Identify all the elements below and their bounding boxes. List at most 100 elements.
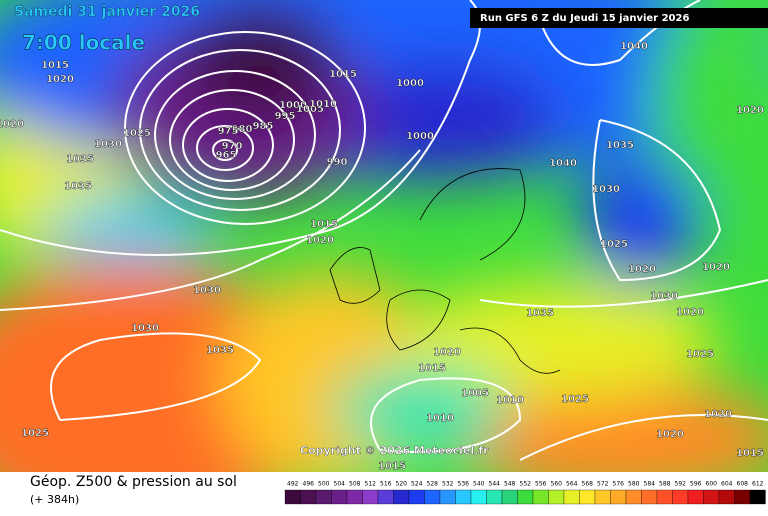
scale-label: 608 (737, 481, 749, 488)
isobar-label: 1025 (600, 239, 628, 250)
isobar-label: 985 (253, 121, 274, 132)
isobar-label: 1030 (94, 139, 122, 150)
isobar-label: 1010 (309, 99, 337, 110)
scale-swatch (749, 489, 766, 505)
scale-swatch (455, 489, 472, 505)
isobar-label: 1020 (46, 74, 74, 85)
isobar-label: 1035 (526, 308, 554, 319)
scale-swatch (718, 489, 735, 505)
forecast-time: 7:00 locale (22, 31, 145, 55)
coastlines (329, 168, 561, 374)
scale-swatch (377, 489, 394, 505)
scale-swatch (687, 489, 704, 505)
scale-label: 556 (535, 481, 547, 488)
scale-swatch (548, 489, 565, 505)
scale-swatch (672, 489, 689, 505)
isobar-label: 1020 (676, 307, 704, 318)
scale-swatch (424, 489, 441, 505)
scale-label: 536 (458, 481, 470, 488)
isobar-label: 1030 (131, 323, 159, 334)
isobar-label: 1020 (433, 347, 461, 358)
scale-label: 528 (427, 481, 439, 488)
scale-label: 492 (287, 481, 299, 488)
isobar-label: 1020 (656, 429, 684, 440)
isobar-label: 1035 (206, 345, 234, 356)
isobar-label: 1015 (418, 363, 446, 374)
scale-swatch (315, 489, 332, 505)
isobar-label: 1035 (66, 154, 94, 165)
scale-swatch (610, 489, 627, 505)
scale-label: 572 (597, 481, 609, 488)
scale-label: 516 (380, 481, 392, 488)
isobar-label: 1005 (461, 388, 489, 399)
scale-label: 496 (303, 481, 315, 488)
scale-label: 580 (628, 481, 640, 488)
isobar-label: 1030 (193, 285, 221, 296)
isobar-label: 1025 (123, 128, 151, 139)
isobar-label: 1015 (329, 69, 357, 80)
scale-swatch (625, 489, 642, 505)
scale-swatch (734, 489, 751, 505)
scale-swatch (703, 489, 720, 505)
isobar-label: 1015 (41, 60, 69, 71)
isobar-label: 1000 (279, 100, 307, 111)
isobar-label: 1025 (561, 394, 589, 405)
isobar-label: 1035 (64, 181, 92, 192)
isobar-label: 1010 (496, 395, 524, 406)
color-scale: 492 496 500 504 508 512 516 520 524 528 532 536 540 5… (284, 481, 766, 505)
scale-label: 604 (721, 481, 733, 488)
isobar-label: 1030 (592, 184, 620, 195)
isobar-label-layer: 1015102010201025103010351035980975970965… (0, 41, 764, 472)
scale-swatch (656, 489, 673, 505)
isobar-label: 1030 (650, 291, 678, 302)
scale-swatch (579, 489, 596, 505)
isobar-label: 1020 (702, 262, 730, 273)
scale-label: 548 (504, 481, 516, 488)
isobars (0, 0, 768, 461)
isobar-label: 1020 (704, 409, 732, 420)
isobar-label: 995 (275, 111, 296, 122)
isobar-label: 1035 (606, 140, 634, 151)
isobar-label: 1040 (549, 158, 577, 169)
scale-label: 568 (582, 481, 594, 488)
scale-label: 560 (551, 481, 563, 488)
isobar-label: 1025 (21, 428, 49, 439)
scale-label: 552 (520, 481, 532, 488)
isobar-label: 1005 (296, 104, 324, 115)
scale-swatch (439, 489, 456, 505)
scale-label: 508 (349, 481, 361, 488)
isobar-label: 1020 (306, 235, 334, 246)
scale-swatch (284, 489, 301, 505)
scale-swatch (408, 489, 425, 505)
isobar-label: 1020 (628, 264, 656, 275)
isobar-label: 990 (327, 157, 348, 168)
scale-label: 520 (396, 481, 408, 488)
scale-label: 504 (334, 481, 346, 488)
scale-label: 532 (442, 481, 454, 488)
scale-swatch (331, 489, 348, 505)
isobar-label: 1020 (736, 105, 764, 116)
isobar-label: 1000 (396, 78, 424, 89)
isobar-label: 1015 (736, 448, 764, 459)
isobar-label: 1025 (686, 349, 714, 360)
scale-swatch (594, 489, 611, 505)
isobar-label: 1000 (406, 131, 434, 142)
run-info: Run GFS 6 Z du Jeudi 15 janvier 2026 (480, 13, 689, 24)
isobar-label: 965 (216, 150, 237, 161)
isobar-label: 975 (218, 126, 239, 137)
scale-label: 612 (752, 481, 764, 488)
scale-label: 544 (489, 481, 501, 488)
isobar-label: 1015 (378, 461, 406, 472)
scale-swatch (393, 489, 410, 505)
scale-swatch (300, 489, 317, 505)
footer-lead: (+ 384h) (30, 493, 79, 506)
scale-swatch (517, 489, 534, 505)
scale-label: 576 (613, 481, 625, 488)
scale-swatch (486, 489, 503, 505)
scale-swatch (501, 489, 518, 505)
forecast-date: Samedi 31 janvier 2026 (14, 4, 200, 20)
scale-label: 540 (473, 481, 485, 488)
